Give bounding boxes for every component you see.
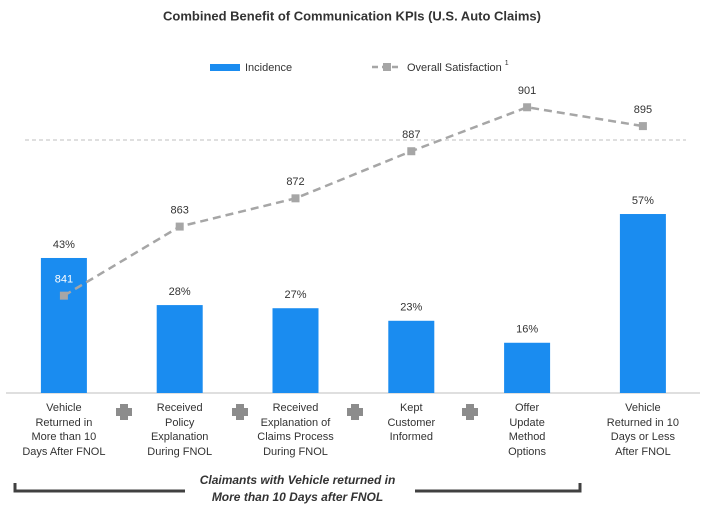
plus bbox=[232, 404, 248, 420]
x-tick-label: Received Policy Explanation During FNOL bbox=[147, 402, 213, 458]
bar bbox=[619, 214, 666, 393]
x-label-box: Vehicle Returned in More than 10 Days Af… bbox=[22, 402, 106, 458]
line-marker bbox=[638, 122, 647, 131]
bar-value-label: 57% bbox=[632, 195, 654, 207]
line-value-label: 887 bbox=[402, 129, 420, 141]
line-marker bbox=[291, 194, 300, 203]
bar-value-label: 43% bbox=[53, 239, 75, 251]
legend-footnote: 1 bbox=[505, 60, 509, 67]
x-tick-label: Received Explanation of Claims Process D… bbox=[257, 402, 334, 458]
x-tick-label: Vehicle Returned in More than 10 Days Af… bbox=[22, 402, 106, 458]
x-label-box: Vehicle Returned in 10 Days or Less Afte… bbox=[606, 402, 679, 458]
line-value-label: 901 bbox=[518, 85, 536, 97]
plus bbox=[462, 404, 478, 420]
legend-label: Incidence bbox=[245, 62, 292, 74]
plus-icons bbox=[116, 404, 478, 420]
line-marker bbox=[523, 103, 532, 112]
bar-value-label: 23% bbox=[400, 302, 422, 314]
line-marker bbox=[59, 291, 68, 300]
x-tick-label: Vehicle Returned in 10 Days or Less Afte… bbox=[606, 402, 679, 458]
annotation-box: Claimants with Vehicle returned in More … bbox=[199, 473, 396, 504]
plus bbox=[347, 404, 363, 420]
line-marker bbox=[175, 222, 184, 231]
legend-marker bbox=[383, 63, 391, 71]
bar bbox=[156, 305, 203, 393]
line-value-label: 841 bbox=[55, 274, 73, 286]
chart-title: Combined Benefit of Communication KPIs (… bbox=[163, 8, 541, 23]
annotation: Claimants with Vehicle returned in More … bbox=[199, 473, 396, 504]
bar-value-label: 28% bbox=[169, 286, 191, 298]
x-label-box: Offer Update Method Options bbox=[508, 402, 547, 458]
bar bbox=[272, 308, 319, 393]
bar-value-label: 27% bbox=[284, 289, 306, 301]
line-value-label: 872 bbox=[286, 176, 304, 188]
x-tick-label: Kept Customer Informed bbox=[387, 402, 436, 443]
plus bbox=[116, 404, 132, 420]
legend-label: Overall Satisfaction bbox=[407, 62, 502, 74]
line bbox=[63, 105, 644, 297]
legend-swatch bbox=[210, 64, 240, 71]
bar bbox=[504, 342, 551, 393]
x-label-box: Received Policy Explanation During FNOL bbox=[147, 402, 213, 458]
bar bbox=[388, 320, 435, 393]
bar bbox=[40, 257, 87, 393]
x-label-box: Received Explanation of Claims Process D… bbox=[257, 402, 334, 458]
line-value-label: 863 bbox=[171, 204, 189, 216]
bar-value-label: 16% bbox=[516, 324, 538, 336]
bracket bbox=[13, 483, 582, 493]
x-label-box: Kept Customer Informed bbox=[387, 402, 436, 443]
line-marker bbox=[407, 147, 416, 156]
x-tick-label: Offer Update Method Options bbox=[508, 402, 547, 458]
line-value-label: 895 bbox=[634, 104, 652, 116]
